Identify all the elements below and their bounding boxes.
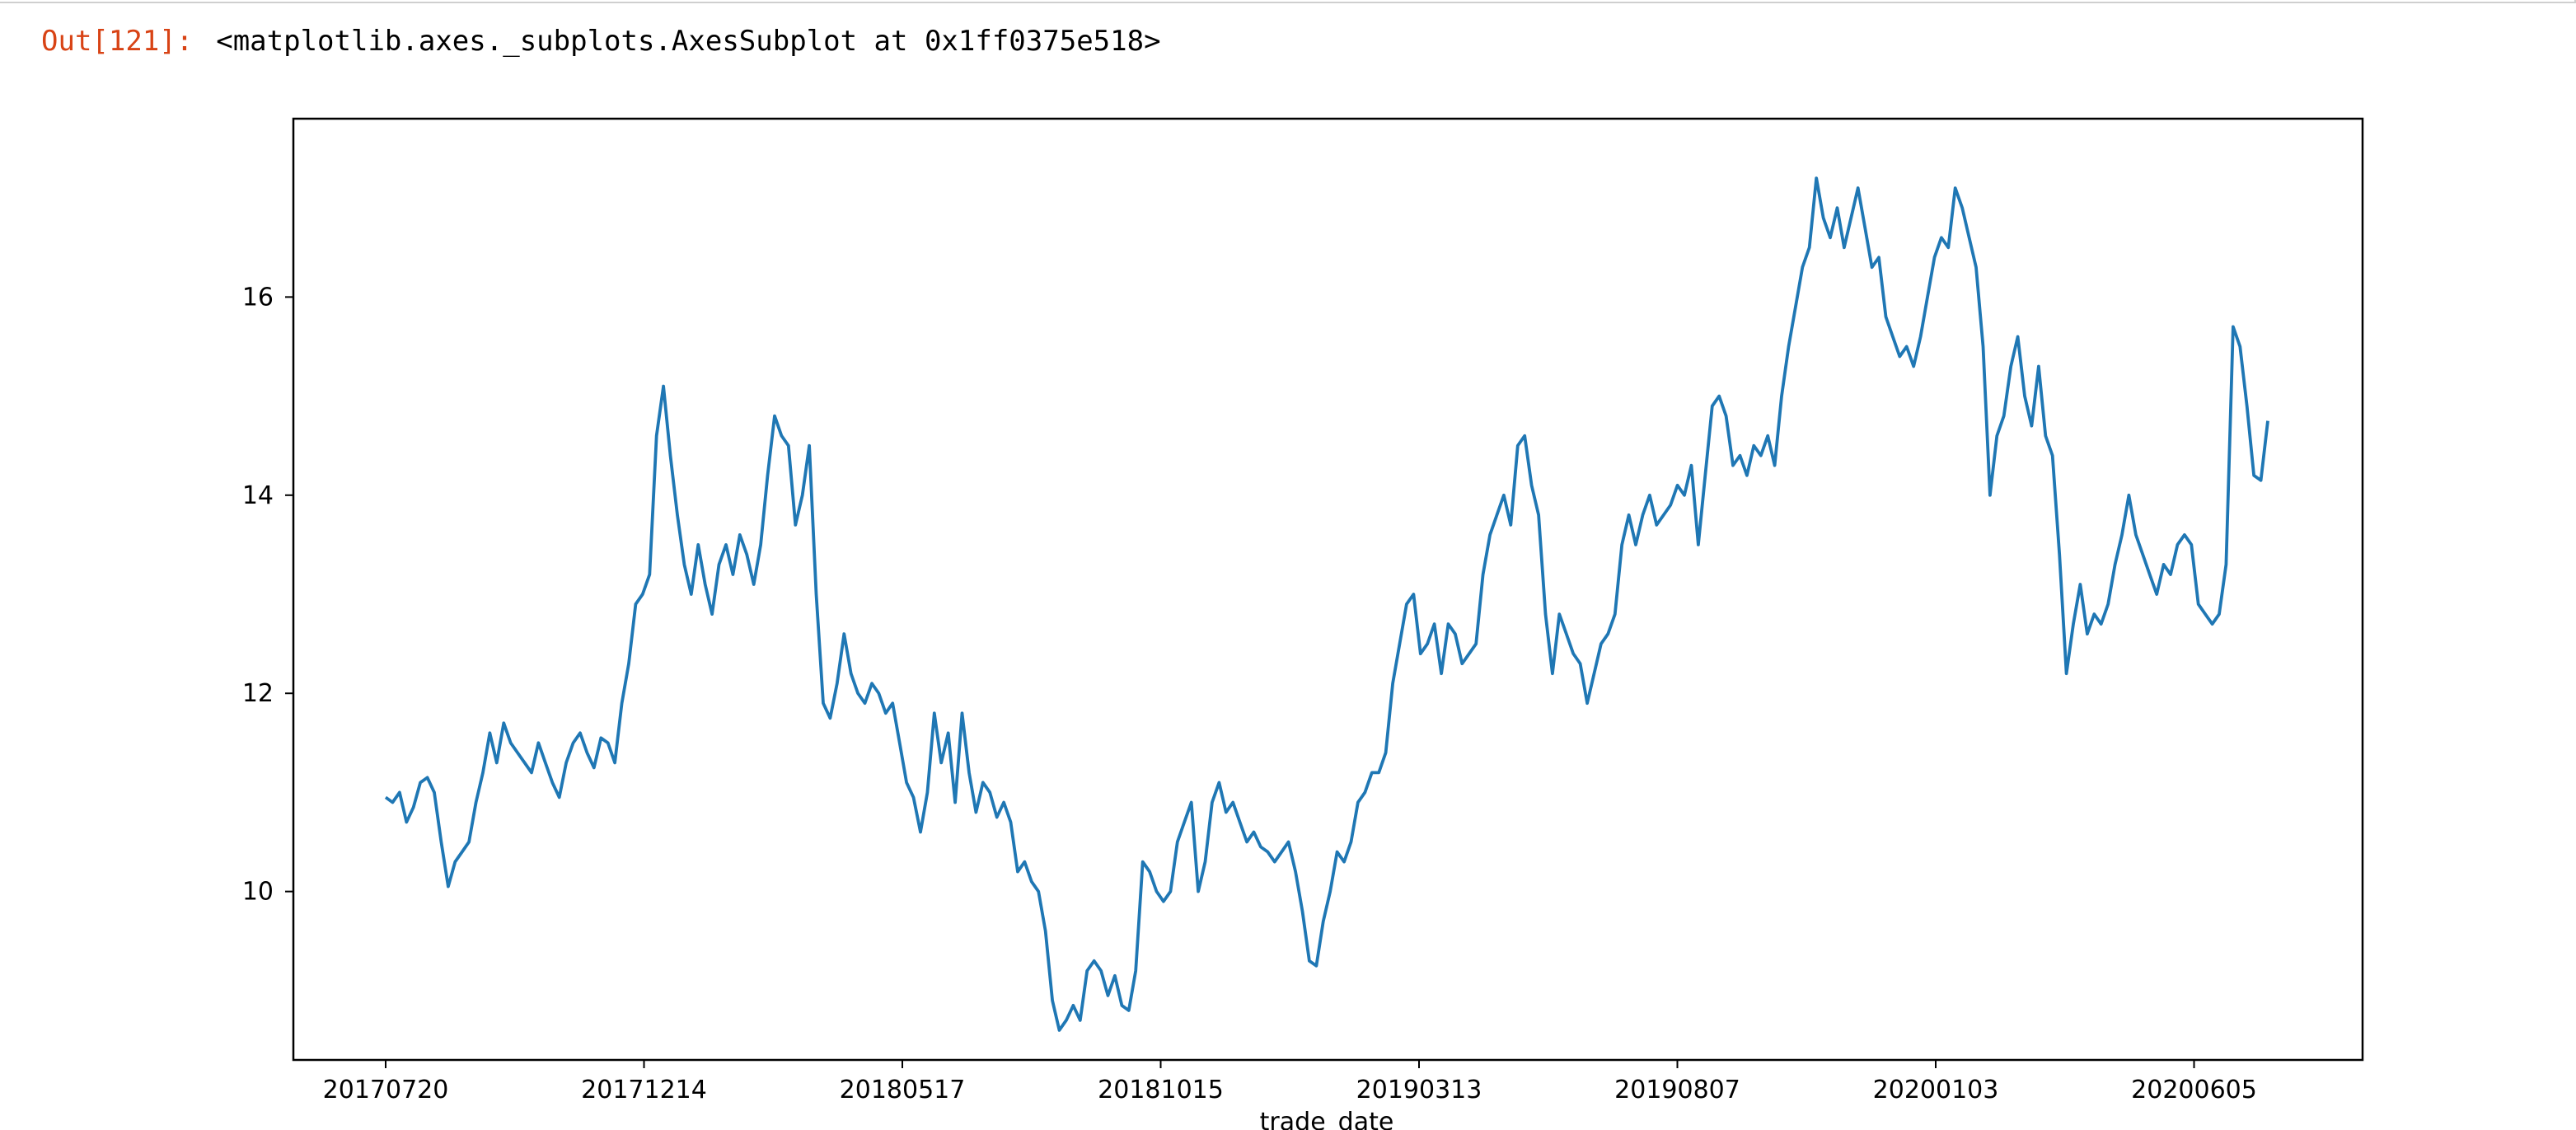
x-tick-label: 20180517 <box>840 1076 966 1104</box>
output-repr-text: <matplotlib.axes._subplots.AxesSubplot a… <box>216 25 1161 58</box>
y-axis: 10 12 14 16 <box>242 283 293 907</box>
x-tick-label: 20181015 <box>1098 1076 1224 1104</box>
plot-area-frame <box>292 117 2364 1062</box>
y-tick-label: 12 <box>242 679 274 708</box>
y-tick-label: 16 <box>242 283 274 312</box>
output-line: Out[121]: <matplotlib.axes._subplots.Axe… <box>41 21 1161 61</box>
output-prompt: Out[121]: <box>41 25 194 58</box>
x-tick-label: 20171214 <box>581 1076 707 1104</box>
x-tick-label: 20200103 <box>1873 1076 1999 1104</box>
series-line <box>384 176 2269 1032</box>
x-axis-label: trade_date <box>1260 1108 1394 1130</box>
x-tick-label: 20170720 <box>323 1076 449 1104</box>
x-tick-label: 20190313 <box>1356 1076 1482 1104</box>
cell-top-border <box>0 0 2576 3</box>
y-tick-label: 14 <box>242 481 274 510</box>
x-tick-label: 20200605 <box>2131 1076 2257 1104</box>
y-tick-label: 10 <box>242 878 274 907</box>
x-axis: 20170720 20171214 20180517 20181015 20190313… <box>323 1060 2257 1104</box>
x-tick-label: 20190807 <box>1614 1076 1740 1104</box>
